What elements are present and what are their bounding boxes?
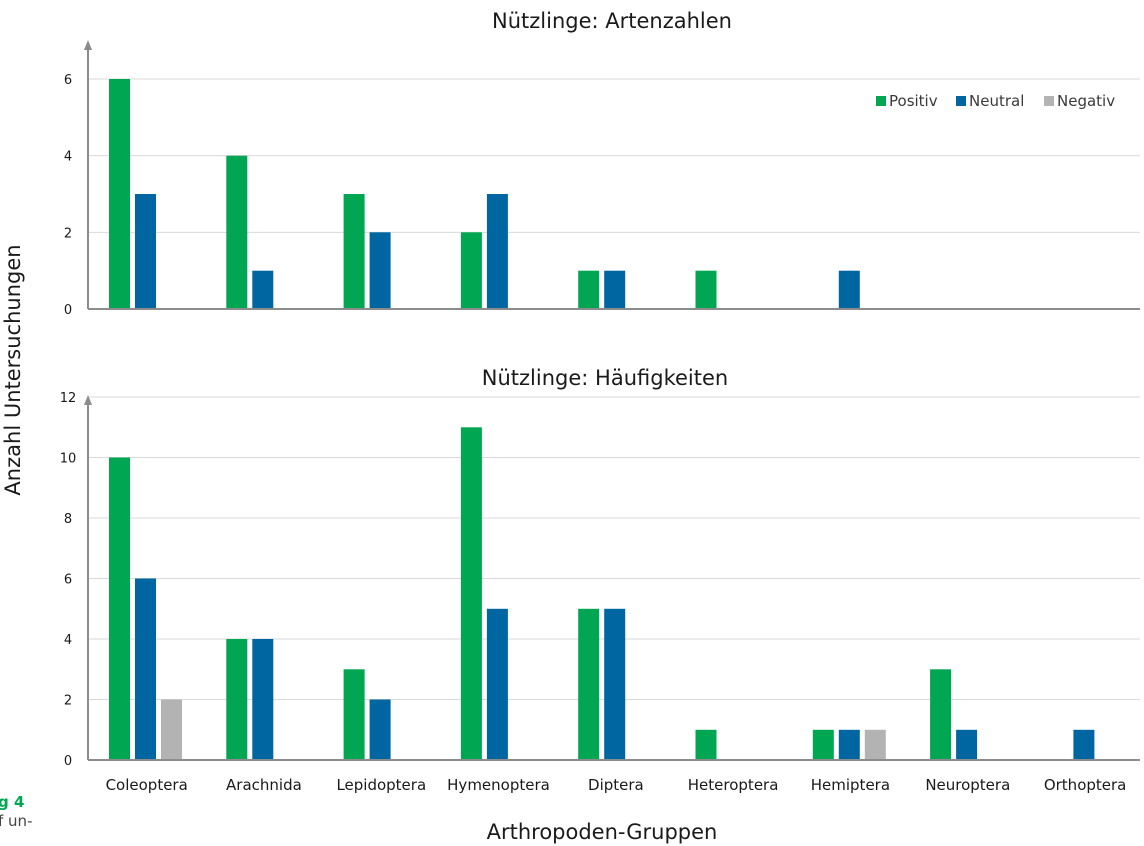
bar-positiv-hymenoptera bbox=[460, 427, 482, 761]
bar-neutral-coleoptera bbox=[135, 578, 156, 760]
y-tick-label: 10 bbox=[60, 452, 77, 467]
y-tick-label: 8 bbox=[64, 512, 72, 527]
y-axis-arrow bbox=[84, 395, 92, 405]
bar-neutral-arachnida bbox=[252, 270, 274, 309]
bar-neutral-hemiptera bbox=[838, 270, 860, 309]
bar-neutral-orthoptera bbox=[1073, 729, 1095, 761]
bar-positiv-lepidoptera bbox=[343, 194, 365, 309]
legend-swatch-negativ bbox=[1044, 96, 1054, 106]
bar-positiv-arachnida bbox=[226, 639, 248, 760]
bar-neutral-diptera bbox=[604, 608, 626, 761]
legend: Positiv Neutral Negativ bbox=[876, 92, 1115, 110]
x-tick-label: Heteroptera bbox=[688, 776, 779, 794]
bar-negativ-hemiptera bbox=[864, 729, 886, 761]
y-tick-label: 6 bbox=[64, 73, 72, 88]
y-tick-label: 6 bbox=[64, 573, 72, 588]
bar-neutral-hymenoptera bbox=[486, 194, 508, 309]
chart-artenzahlen: Nützlinge: Artenzahlen 0 2 4 6 Positiv Neutr… bbox=[64, 9, 1140, 318]
bar-neutral-coleoptera bbox=[135, 194, 156, 309]
legend-label-neutral: Neutral bbox=[969, 92, 1024, 110]
x-tick-label: Coleoptera bbox=[106, 776, 188, 794]
y-tick-label: 2 bbox=[64, 694, 72, 709]
legend-label-positiv: Positiv bbox=[889, 92, 938, 110]
bar-positiv-hemiptera bbox=[812, 729, 834, 761]
figure-caption-label: g 4 bbox=[0, 793, 24, 811]
bar-positiv-heteroptera bbox=[695, 270, 717, 309]
y-axis-arrow bbox=[84, 40, 92, 50]
x-axis-title: Arthropoden-Gruppen bbox=[487, 820, 718, 844]
x-tick-label: Arachnida bbox=[226, 776, 302, 794]
y-tick-label: 0 bbox=[64, 754, 72, 769]
y-tick-label: 0 bbox=[64, 303, 72, 318]
bar-positiv-coleoptera bbox=[109, 79, 130, 309]
bar-positiv-arachnida bbox=[226, 155, 248, 309]
chart-haeufigkeiten: Nützlinge: Häufigkeiten 0 2 4 6 8 10 12 Coleop… bbox=[60, 366, 1140, 794]
y-axis-title: Anzahl Untersuchungen bbox=[1, 244, 25, 495]
bar-neutral-hemiptera bbox=[838, 729, 860, 761]
chart-title: Nützlinge: Häufigkeiten bbox=[482, 366, 728, 390]
bar-positiv-lepidoptera bbox=[343, 669, 365, 761]
figure-caption-text: f un- bbox=[0, 812, 32, 830]
legend-swatch-neutral bbox=[956, 96, 966, 106]
y-tick-label: 2 bbox=[64, 226, 72, 241]
bar-positiv-diptera bbox=[578, 270, 600, 309]
y-tick-label: 4 bbox=[64, 150, 72, 165]
bar-positiv-diptera bbox=[578, 608, 600, 761]
bar-positiv-hymenoptera bbox=[460, 232, 482, 309]
bar-positiv-coleoptera bbox=[109, 457, 130, 760]
chart-title: Nützlinge: Artenzahlen bbox=[492, 9, 732, 33]
bar-neutral-lepidoptera bbox=[369, 699, 391, 760]
legend-label-negativ: Negativ bbox=[1057, 92, 1115, 110]
x-tick-label: Orthoptera bbox=[1044, 776, 1127, 794]
y-tick-label: 12 bbox=[60, 391, 77, 406]
legend-swatch-positiv bbox=[876, 96, 886, 106]
y-tick-label: 4 bbox=[64, 633, 72, 648]
bar-positiv-neuroptera bbox=[930, 669, 952, 761]
bar-neutral-hymenoptera bbox=[486, 608, 508, 761]
x-tick-label: Lepidoptera bbox=[336, 776, 426, 794]
bar-neutral-diptera bbox=[604, 270, 626, 309]
bar-negativ-coleoptera bbox=[161, 699, 182, 760]
x-tick-label: Hymenoptera bbox=[447, 776, 550, 794]
bar-neutral-lepidoptera bbox=[369, 232, 391, 309]
x-tick-label: Diptera bbox=[588, 776, 644, 794]
x-tick-label: Neuroptera bbox=[925, 776, 1010, 794]
bar-neutral-neuroptera bbox=[956, 729, 978, 761]
bar-positiv-heteroptera bbox=[695, 729, 717, 761]
x-tick-label: Hemiptera bbox=[811, 776, 890, 794]
bar-neutral-arachnida bbox=[252, 639, 274, 760]
